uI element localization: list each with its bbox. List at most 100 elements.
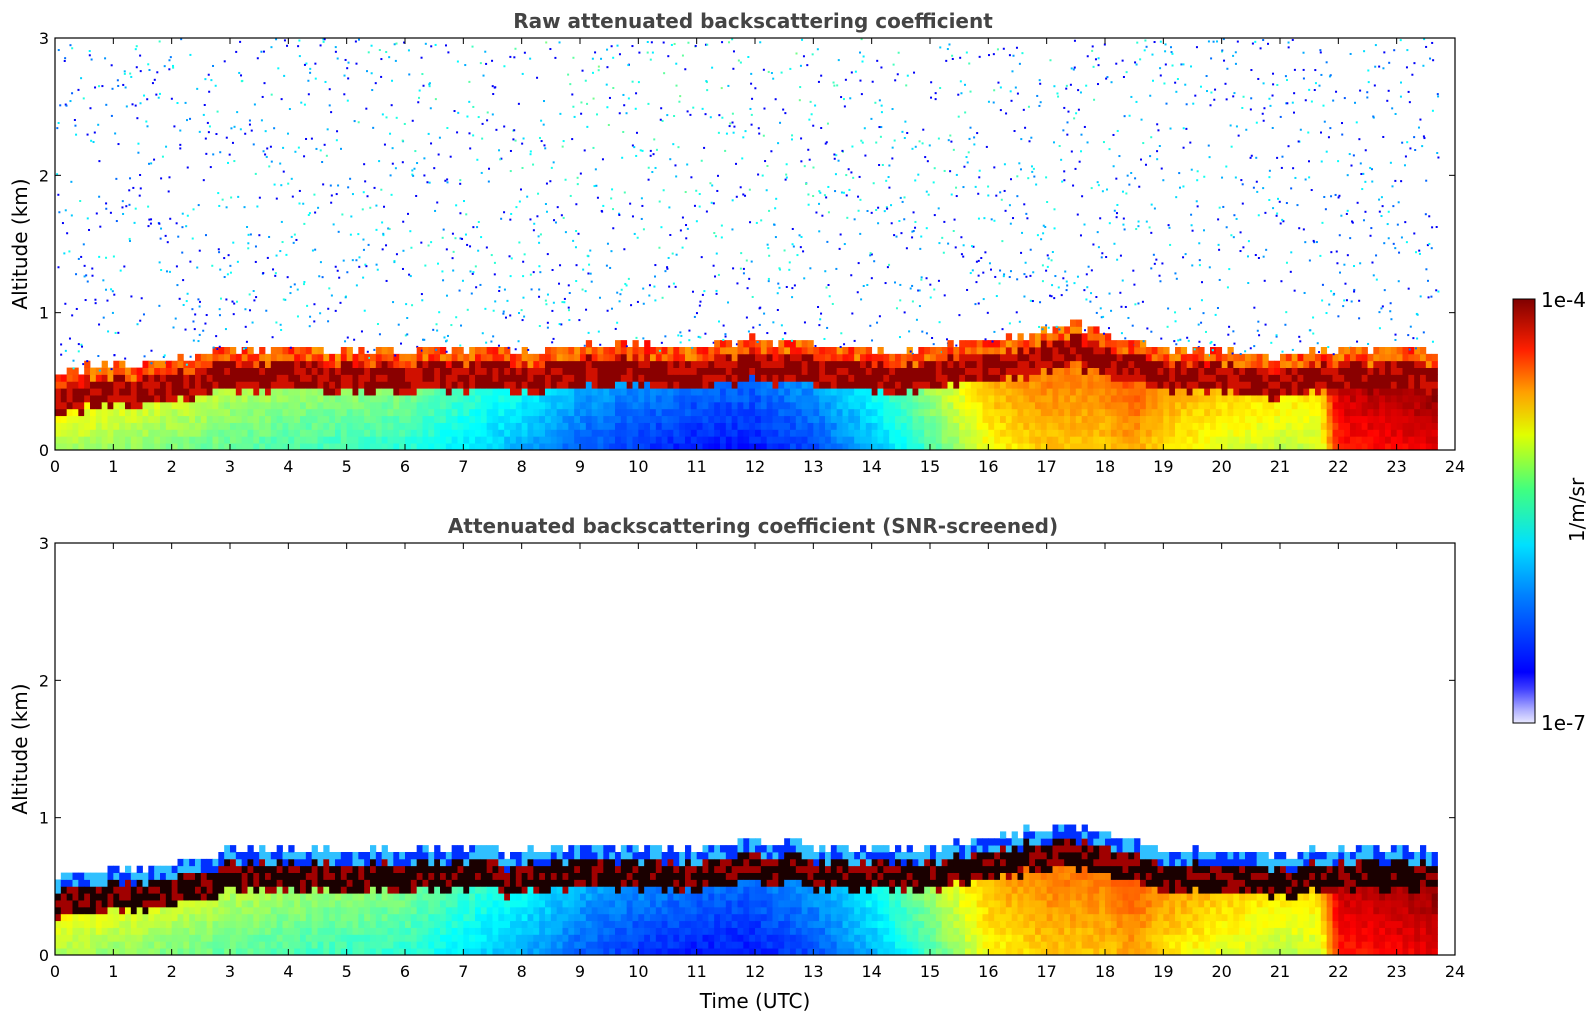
- noise-point: [411, 169, 414, 172]
- heatmap-cell: [988, 395, 995, 403]
- heatmap-cell: [469, 367, 476, 375]
- noise-point: [876, 321, 879, 324]
- heatmap-cell: [556, 353, 563, 362]
- heatmap-cell: [142, 367, 149, 375]
- noise-point: [791, 296, 794, 299]
- heatmap-cell: [556, 422, 563, 430]
- noise-point: [498, 149, 501, 152]
- noise-point: [198, 130, 201, 133]
- heatmap-cell: [737, 360, 744, 368]
- noise-point: [303, 103, 306, 106]
- noise-point: [660, 107, 663, 110]
- noise-point: [791, 134, 794, 137]
- heatmap-cell: [1046, 374, 1053, 382]
- heatmap-cell: [924, 367, 931, 375]
- noise-point: [256, 57, 259, 60]
- noise-point: [90, 58, 93, 61]
- heatmap-cell: [749, 353, 756, 362]
- heatmap-cell: [160, 429, 167, 437]
- noise-point: [544, 203, 547, 206]
- noise-point: [1198, 340, 1201, 343]
- heatmap-cell: [1058, 443, 1065, 451]
- heatmap-cell: [288, 367, 295, 375]
- noise-point: [266, 147, 269, 150]
- noise-point: [303, 280, 306, 283]
- heatmap-cell: [871, 353, 878, 362]
- noise-point: [878, 126, 881, 129]
- heatmap-cell: [90, 401, 97, 410]
- heatmap-cell: [784, 374, 791, 382]
- heatmap-cell: [1011, 443, 1018, 451]
- heatmap-cell: [784, 353, 791, 362]
- heatmap-cell: [55, 381, 62, 389]
- heatmap-cell: [539, 408, 546, 417]
- heatmap-cell: [825, 422, 832, 430]
- heatmap-cell: [381, 408, 388, 417]
- heatmap-cell: [218, 367, 225, 375]
- heatmap-cell: [90, 408, 97, 417]
- heatmap-cell: [1023, 415, 1030, 423]
- heatmap-cell: [282, 415, 289, 423]
- noise-point: [1174, 81, 1177, 84]
- noise-point: [552, 337, 555, 340]
- heatmap-cell: [498, 436, 505, 444]
- heatmap-cell: [300, 401, 307, 410]
- noise-point: [1159, 280, 1162, 283]
- heatmap-cell: [305, 436, 313, 444]
- heatmap-cell: [1023, 388, 1030, 396]
- heatmap-cell: [976, 374, 983, 382]
- heatmap-cell: [667, 408, 674, 417]
- noise-point: [385, 116, 388, 119]
- heatmap-cell: [206, 415, 213, 423]
- noise-point: [1028, 140, 1031, 143]
- heatmap-cell: [702, 381, 709, 389]
- heatmap-cell: [235, 388, 243, 396]
- noise-point: [673, 115, 676, 117]
- heatmap-cell: [766, 415, 773, 423]
- noise-point: [1121, 279, 1124, 282]
- heatmap-cell: [1134, 443, 1141, 451]
- heatmap-cell: [1081, 415, 1088, 423]
- noise-point: [633, 232, 636, 235]
- noise-point: [193, 328, 196, 331]
- heatmap-cell: [241, 353, 248, 362]
- noise-point: [1106, 76, 1109, 79]
- heatmap-cell: [661, 381, 668, 389]
- heatmap-cell: [160, 388, 167, 396]
- noise-point: [390, 104, 393, 107]
- noise-point: [1175, 196, 1178, 199]
- heatmap-cell: [130, 436, 138, 444]
- noise-point: [909, 287, 912, 290]
- noise-point: [509, 314, 512, 317]
- heatmap-cell: [1005, 436, 1013, 444]
- noise-point: [635, 336, 638, 339]
- noise-point: [1065, 280, 1068, 283]
- heatmap-cell: [101, 415, 108, 423]
- heatmap-cell: [247, 401, 254, 410]
- heatmap-cell: [924, 381, 931, 389]
- heatmap-cell: [1005, 429, 1013, 437]
- noise-point: [218, 314, 221, 317]
- heatmap-cell: [195, 408, 202, 417]
- noise-point: [597, 69, 600, 72]
- heatmap-cell: [965, 360, 972, 368]
- heatmap-cell: [218, 401, 225, 410]
- heatmap-cell: [766, 388, 773, 396]
- heatmap-cell: [335, 429, 342, 437]
- heatmap-cell: [498, 353, 505, 362]
- heatmap-cell: [1093, 436, 1100, 444]
- heatmap-cell: [119, 374, 126, 382]
- heatmap-cell: [673, 408, 680, 417]
- noise-point: [969, 272, 972, 275]
- noise-point: [606, 66, 609, 69]
- heatmap-cell: [1151, 401, 1158, 410]
- heatmap-cell: [959, 381, 966, 389]
- heatmap-cell: [568, 408, 575, 417]
- noise-point: [492, 93, 495, 96]
- heatmap-cell: [935, 436, 943, 444]
- heatmap-cell: [930, 436, 937, 444]
- heatmap-cell: [1064, 443, 1071, 451]
- noise-point: [873, 260, 876, 263]
- heatmap-cell: [731, 347, 738, 355]
- heatmap-cell: [714, 429, 721, 437]
